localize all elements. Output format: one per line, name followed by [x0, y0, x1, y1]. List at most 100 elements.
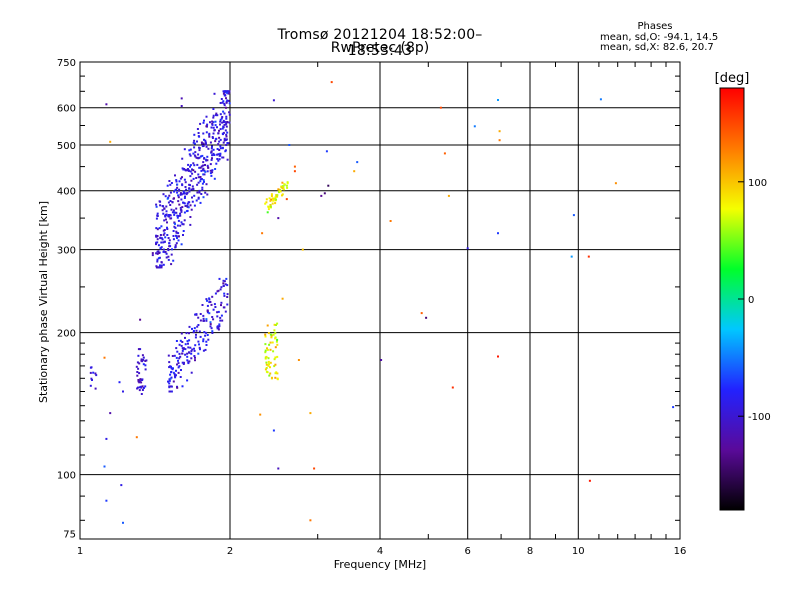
- data-point: [172, 259, 175, 262]
- data-point: [120, 484, 123, 487]
- data-point: [185, 188, 188, 191]
- data-point: [353, 170, 356, 173]
- data-point: [268, 197, 271, 200]
- data-point: [222, 279, 225, 282]
- data-point: [206, 155, 209, 158]
- data-point: [166, 184, 169, 187]
- data-point: [135, 436, 138, 439]
- data-point: [202, 161, 205, 164]
- data-point: [195, 313, 198, 316]
- data-point: [175, 369, 177, 372]
- data-point: [283, 183, 286, 186]
- data-point: [269, 333, 272, 336]
- data-point: [218, 325, 221, 328]
- data-point: [180, 193, 183, 196]
- data-point: [286, 186, 289, 189]
- data-point: [175, 231, 178, 234]
- data-point: [271, 202, 274, 205]
- data-point: [139, 318, 142, 321]
- data-point: [198, 191, 201, 194]
- data-point: [205, 159, 208, 162]
- data-point: [155, 243, 157, 246]
- data-point: [218, 323, 221, 326]
- data-point: [140, 358, 143, 361]
- data-point: [94, 387, 97, 390]
- data-point: [142, 358, 145, 361]
- data-point: [259, 413, 262, 416]
- data-point: [167, 258, 170, 261]
- data-point: [196, 325, 199, 328]
- data-point: [221, 101, 224, 104]
- data-point: [199, 201, 202, 204]
- data-point: [179, 355, 182, 358]
- data-point: [185, 332, 188, 335]
- data-point: [271, 197, 274, 200]
- data-point: [269, 361, 272, 364]
- data-point: [216, 148, 219, 150]
- data-point: [209, 121, 211, 124]
- data-point: [170, 390, 173, 393]
- data-point: [473, 125, 476, 128]
- x-tick-label: 10: [572, 546, 585, 557]
- data-point: [220, 301, 223, 304]
- data-point: [170, 253, 173, 256]
- data-point: [199, 166, 202, 169]
- data-point: [202, 317, 205, 320]
- data-point: [297, 359, 300, 361]
- data-point: [189, 223, 192, 226]
- data-point: [279, 190, 281, 193]
- data-point: [188, 169, 191, 172]
- data-point: [222, 110, 225, 113]
- data-point: [267, 364, 270, 367]
- chart-subtitle: RwPretec (8p): [330, 40, 430, 56]
- data-point: [186, 379, 189, 382]
- data-point: [90, 377, 93, 380]
- data-point: [224, 283, 227, 286]
- data-point: [274, 363, 277, 366]
- data-point: [179, 192, 182, 195]
- data-point: [219, 316, 222, 319]
- data-point: [202, 349, 205, 352]
- data-point: [264, 202, 267, 205]
- data-point: [172, 230, 175, 232]
- data-point: [190, 357, 193, 360]
- data-point: [266, 347, 268, 350]
- data-point: [176, 224, 179, 227]
- phase-stats: Phases mean, sd,O: -94.1, 14.5 mean, sd,…: [600, 21, 718, 54]
- data-point: [281, 181, 284, 184]
- data-point: [220, 304, 222, 307]
- data-point: [171, 248, 173, 251]
- data-point: [193, 355, 196, 357]
- data-point: [181, 349, 184, 352]
- data-point: [168, 366, 171, 369]
- x-tick-label: 6: [465, 546, 471, 557]
- data-point: [223, 294, 226, 297]
- data-point: [198, 156, 201, 159]
- data-point: [225, 91, 228, 94]
- data-point: [190, 371, 193, 374]
- data-point: [201, 188, 204, 191]
- data-point: [276, 322, 279, 325]
- data-point: [181, 183, 184, 186]
- data-point: [162, 248, 165, 251]
- data-point: [196, 140, 198, 143]
- data-point: [135, 365, 138, 368]
- data-point: [138, 389, 141, 392]
- data-point: [90, 366, 93, 369]
- data-point: [201, 142, 204, 145]
- data-point: [173, 354, 176, 357]
- data-point: [198, 166, 201, 169]
- data-point: [208, 297, 211, 300]
- data-point: [217, 132, 220, 135]
- data-point: [89, 371, 92, 374]
- data-point: [156, 260, 159, 263]
- data-point: [161, 238, 164, 241]
- data-point: [276, 372, 279, 375]
- data-point: [139, 348, 142, 351]
- data-point: [443, 152, 446, 155]
- data-point: [201, 169, 204, 172]
- data-point: [215, 112, 218, 115]
- data-point: [194, 151, 197, 154]
- data-point: [141, 354, 144, 357]
- data-point: [184, 353, 187, 356]
